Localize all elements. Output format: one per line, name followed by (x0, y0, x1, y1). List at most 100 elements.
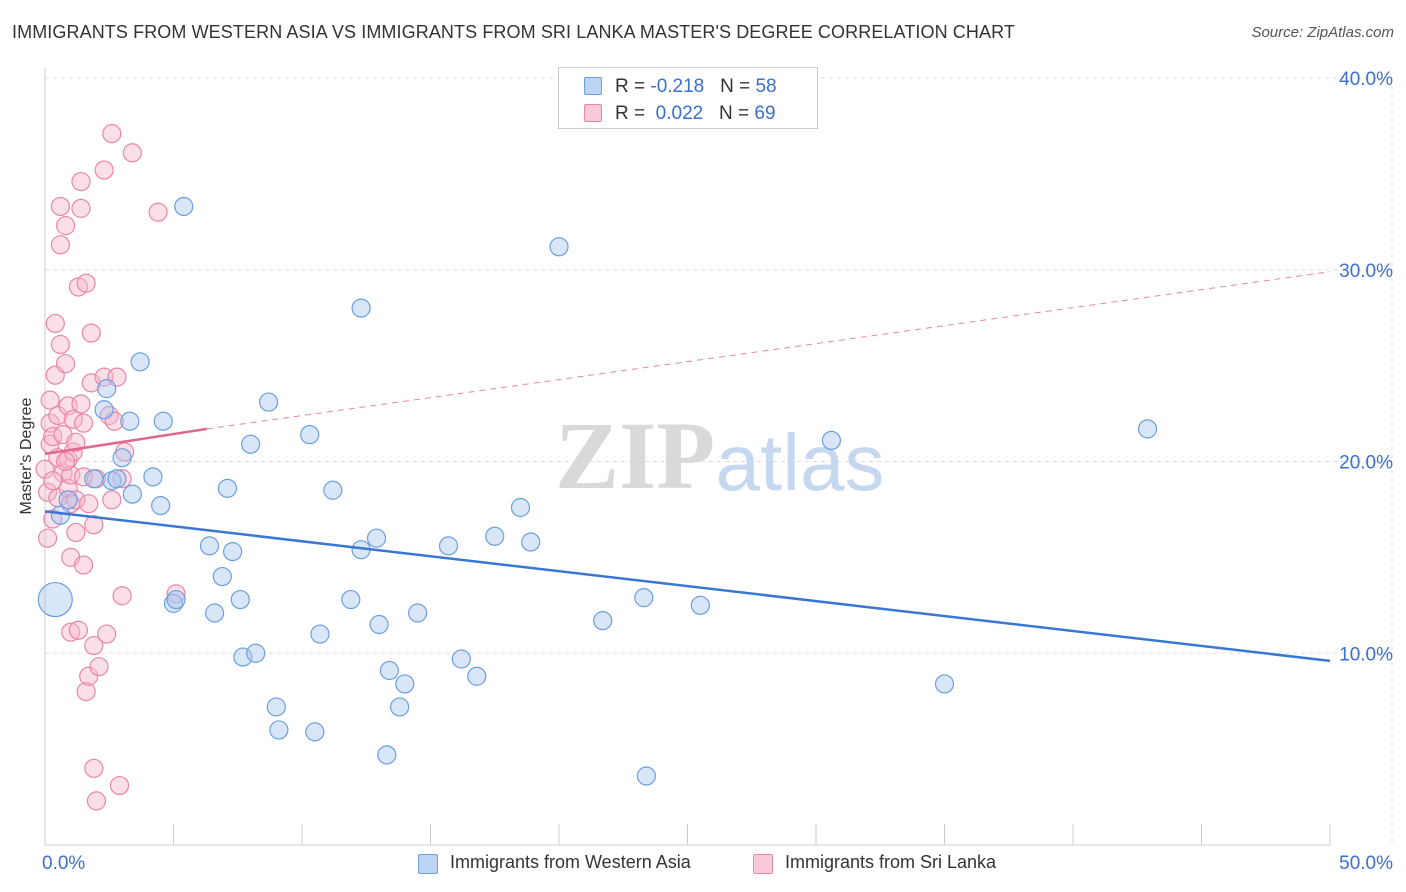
sri-lanka-point-63 (148, 202, 168, 222)
legend-n-value: 69 (754, 103, 776, 124)
western-asia-point-47 (510, 497, 531, 518)
western-asia-point-38 (379, 660, 399, 681)
western-asia-point-36 (351, 298, 371, 318)
sri-lanka-point-66 (55, 451, 76, 472)
sri-lanka-point-58 (109, 775, 130, 796)
western-asia-point-12 (153, 411, 173, 431)
western-asia-point-32 (323, 480, 343, 500)
watermark: ZIP atlas (555, 402, 885, 509)
sri-lanka-point-65 (71, 394, 91, 414)
legend-swatch-western-asia (418, 854, 438, 874)
western-asia-point-26 (258, 392, 279, 412)
western-asia-point-8 (107, 469, 127, 489)
sri-lanka-point-33 (71, 198, 91, 218)
sri-lanka-point-13 (50, 334, 71, 355)
western-asia-point-11 (143, 467, 163, 487)
western-asia-point-45 (467, 666, 487, 686)
sri-lanka-point-51 (94, 160, 114, 180)
sri-lanka-point-46 (84, 758, 104, 778)
western-asia-point-44 (451, 649, 471, 669)
western-asia-point-52 (636, 766, 656, 786)
sri-lanka-point-35 (73, 555, 94, 575)
legend-label-sri-lanka: Immigrants from Sri Lanka (785, 852, 997, 872)
legend-stats-western-asia: R = -0.218 N = 58 (615, 76, 777, 98)
y-tick-label-0: 10.0% (1339, 644, 1393, 665)
sri-lanka-point-68 (43, 471, 63, 491)
x-tick-label-0: 0.0% (42, 853, 85, 874)
legend-r-value: 0.022 (655, 103, 704, 124)
source-label: Source: ZipAtlas.com (1251, 24, 1394, 41)
western-asia-point-20 (217, 478, 238, 498)
sri-lanka-point-29 (66, 522, 86, 543)
western-asia-point-7 (130, 352, 150, 372)
sri-lanka-point-52 (97, 624, 117, 644)
legend-swatch-sri-lanka (584, 104, 602, 122)
western-asia-point-5 (94, 400, 114, 420)
sri-lanka-point-15 (50, 235, 71, 255)
western-asia-point-48 (521, 532, 541, 552)
legend-n-value: 58 (755, 76, 777, 97)
sri-lanka-point-28 (63, 409, 83, 429)
legend-r-value: -0.218 (650, 76, 705, 97)
trend-lines (44, 271, 1331, 663)
sri-lanka-point-61 (112, 586, 132, 606)
trend-line-sri-lanka (44, 427, 208, 456)
western-asia-point-9 (120, 411, 140, 431)
sri-lanka-point-36 (73, 413, 94, 433)
western-asia-point-43 (438, 536, 459, 556)
western-asia-point-22 (230, 589, 250, 610)
trend-line-western-asia (44, 510, 1331, 663)
western-asia-point-3 (97, 379, 117, 399)
series-legend: Immigrants from Western Asia Immigrants … (0, 852, 1406, 876)
western-asia-point-41 (377, 745, 397, 765)
sri-lanka-point-2 (37, 482, 58, 502)
watermark-atlas: atlas (716, 418, 885, 507)
sri-lanka-point-54 (102, 124, 122, 144)
western-asia-point-23 (233, 647, 253, 667)
sri-lanka-point-55 (102, 490, 122, 510)
sri-lanka-point-9 (45, 313, 65, 334)
sri-lanka-point-34 (71, 171, 91, 192)
western-asia-point-39 (390, 697, 410, 717)
western-asia-point-28 (266, 697, 286, 717)
western-asia-point-31 (310, 624, 330, 644)
western-asia-point-30 (305, 722, 325, 742)
western-asia-point-53 (690, 595, 710, 615)
sri-lanka-point-14 (50, 196, 71, 217)
western-asia-point-35 (366, 528, 387, 548)
western-asia-point-19 (205, 603, 225, 623)
western-asia-point-17 (199, 536, 220, 556)
sri-lanka-point-45 (84, 515, 104, 535)
sri-lanka-point-12 (48, 405, 68, 426)
western-asia-point-42 (408, 603, 428, 623)
legend-n-label: N = (719, 103, 755, 124)
sri-lanka-point-30 (66, 490, 86, 510)
sri-lanka-point-40 (79, 666, 99, 686)
sri-lanka-point-19 (55, 216, 76, 236)
sri-lanka-point-67 (66, 432, 86, 452)
trend-line-sri-lanka-extension (206, 271, 1331, 430)
western-asia-point-57 (58, 490, 78, 510)
western-asia-point-55 (934, 674, 955, 694)
sri-lanka-point-39 (76, 273, 96, 293)
x-tick-label-1: 50.0% (1339, 853, 1393, 874)
western-asia-point-40 (395, 674, 415, 694)
western-asia-point-16 (174, 196, 194, 217)
western-asia-point-51 (634, 588, 654, 608)
legend-swatch-sri-lanka (753, 854, 773, 874)
western-asia-point-54 (821, 430, 842, 451)
western-asia-point-49 (549, 237, 569, 257)
sri-lanka-point-18 (55, 354, 76, 374)
legend-stats-sri-lanka: R = 0.022 N = 69 (615, 103, 776, 125)
sri-lanka-point-26 (61, 622, 81, 642)
tick-labels: 10.0% 20.0% 30.0% 40.0% 0.0% 50.0% (42, 69, 1393, 874)
y-tick-label-2: 30.0% (1339, 261, 1393, 282)
legend-swatch-western-asia (584, 77, 602, 95)
series-western-asia-points (37, 196, 1158, 786)
western-asia-point-24 (241, 434, 261, 454)
western-asia-point-50 (593, 611, 613, 631)
western-asia-point-15 (166, 589, 186, 610)
sri-lanka-point-48 (86, 791, 107, 811)
legend-r-label: R = (615, 103, 651, 124)
